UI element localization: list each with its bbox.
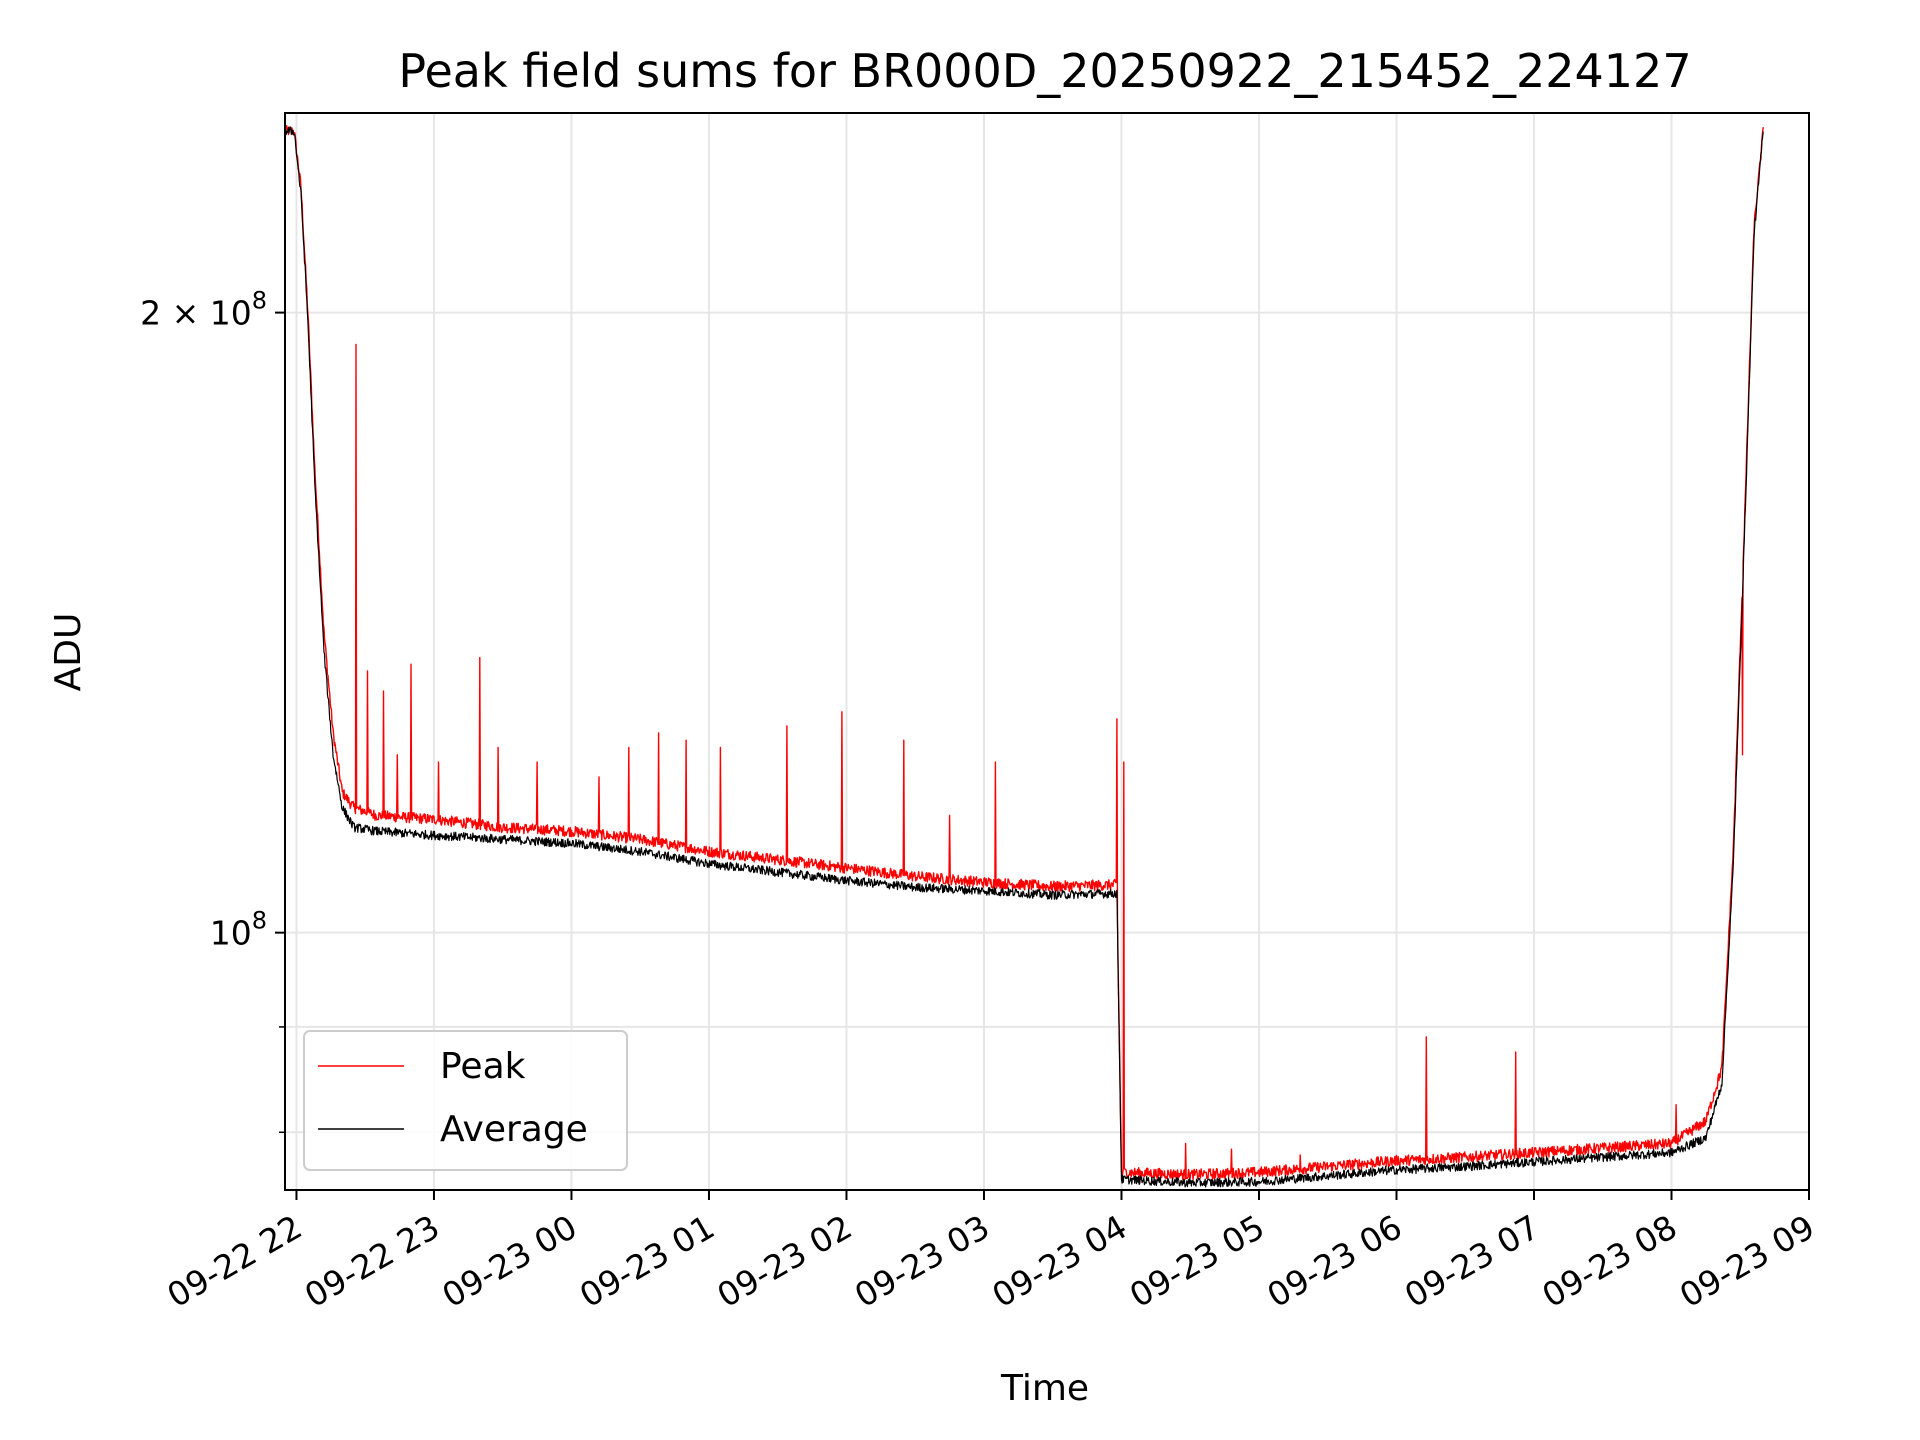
plot-area [285,125,1764,1188]
y-tick-label: 108 [210,907,267,953]
y-tick-base: 2 × 10 [140,294,252,333]
legend: Peak Average [303,1030,628,1171]
chart-title: Peak field sums for BR000D_20250922_2154… [398,44,1691,98]
series-line-peak [285,125,1764,1181]
x-axis-label: Time [1000,1368,1089,1409]
series-lines [285,125,1764,1188]
y-tick-label: 2 × 108 [140,287,267,333]
plot-frame [284,112,1810,1191]
series-line-average [285,126,1764,1188]
y-axis-label: ADU [48,613,89,692]
y-tick-exponent: 8 [252,287,267,315]
y-tick-base: 10 [210,914,252,953]
y-tick-exponent: 8 [252,907,267,935]
grid [285,113,1810,1190]
legend-label-average: Average [440,1109,588,1150]
legend-label-peak: Peak [440,1046,526,1087]
